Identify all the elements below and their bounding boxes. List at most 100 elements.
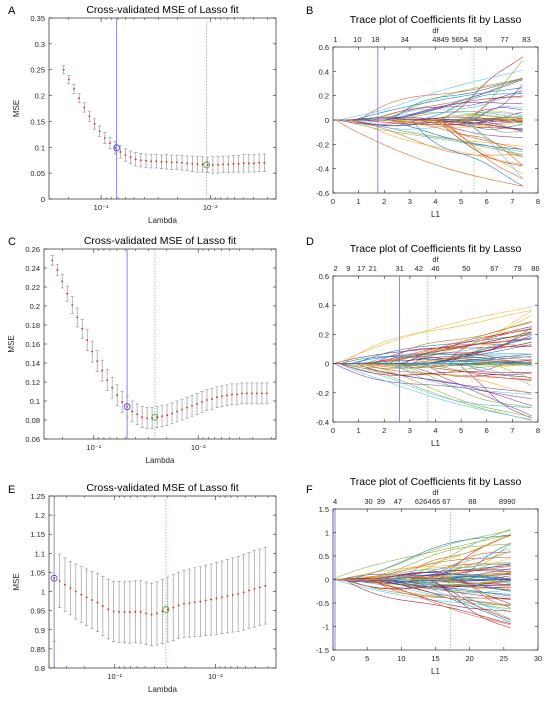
mse-point bbox=[145, 159, 147, 162]
x-tick-label: 4 bbox=[433, 197, 437, 206]
y-tick-label: 0.08 bbox=[25, 416, 40, 425]
mse-point bbox=[193, 601, 196, 604]
panel-b: B Trace plot of Coefficients fit by Lasso… bbox=[306, 5, 540, 219]
mse-point bbox=[226, 595, 229, 598]
mse-point bbox=[215, 597, 218, 600]
mse-point bbox=[129, 156, 132, 159]
mse-point bbox=[211, 398, 213, 400]
coefficient-trace bbox=[333, 362, 532, 366]
mse-point bbox=[226, 394, 228, 397]
df-tick-label: 47 bbox=[394, 497, 402, 506]
mse-point bbox=[62, 68, 65, 71]
mse-point bbox=[136, 413, 139, 416]
coefficient-trace bbox=[333, 579, 511, 607]
df-tick-label: 65 bbox=[432, 497, 440, 506]
mse-point bbox=[58, 579, 61, 582]
mse-point bbox=[181, 408, 183, 411]
coefficient-trace bbox=[333, 579, 511, 609]
coefficient-trace bbox=[333, 565, 511, 580]
mse-point bbox=[186, 406, 188, 409]
df-tick-label: 2 bbox=[333, 264, 337, 273]
y-tick-label: 0.4 bbox=[319, 67, 329, 76]
mse-point bbox=[232, 162, 235, 165]
coefficient-trace bbox=[333, 111, 523, 121]
coefficient-trace bbox=[333, 356, 532, 364]
mse-point bbox=[160, 160, 163, 163]
coefficient-trace bbox=[333, 359, 532, 364]
coefficient-trace bbox=[333, 362, 532, 369]
x-tick-label: 1 bbox=[357, 197, 361, 206]
mse-point bbox=[66, 292, 69, 295]
mse-point bbox=[96, 360, 99, 362]
onese-lambda-marker bbox=[162, 606, 170, 613]
mse-point bbox=[71, 304, 74, 306]
x-axis-label: L1 bbox=[431, 439, 440, 448]
mse-point bbox=[217, 163, 219, 166]
coefficient-trace bbox=[333, 306, 532, 364]
df-tick-label: 86 bbox=[531, 264, 539, 273]
df-tick-label: 34 bbox=[401, 35, 409, 44]
coefficient-trace bbox=[333, 119, 523, 166]
y-tick-label: 0.9 bbox=[35, 626, 45, 635]
y-tick-label: 0.4 bbox=[319, 301, 329, 310]
y-tick-label: 0 bbox=[41, 195, 45, 204]
mse-point bbox=[191, 404, 193, 407]
panel-d: D Trace plot of Coefficients fit by Lasso… bbox=[306, 236, 540, 448]
mse-point bbox=[69, 587, 72, 590]
mse-point bbox=[166, 414, 168, 417]
coefficient-trace bbox=[333, 353, 532, 364]
mse-point bbox=[241, 392, 243, 395]
mse-point bbox=[78, 97, 81, 100]
x-tick-label: 6 bbox=[485, 197, 489, 206]
mse-point bbox=[161, 610, 164, 613]
mse-point bbox=[150, 160, 153, 163]
y-tick-label: 0.5 bbox=[319, 552, 329, 561]
axes-box bbox=[332, 275, 539, 423]
coefficient-trace bbox=[333, 117, 523, 133]
coefficient-trace bbox=[333, 363, 532, 380]
coefficient-trace bbox=[333, 363, 532, 395]
mse-point bbox=[74, 590, 77, 593]
mse-point bbox=[101, 605, 104, 607]
mse-point bbox=[242, 591, 245, 594]
df-tick-label: 18 bbox=[371, 35, 379, 44]
mse-point bbox=[253, 162, 255, 165]
mse-point bbox=[256, 392, 258, 395]
y-axis-label: MSE bbox=[12, 573, 21, 590]
x-tick-label: 4 bbox=[433, 426, 437, 435]
y-tick-label: 0.14 bbox=[25, 359, 40, 368]
df-axis-label: df bbox=[432, 255, 439, 264]
df-tick-label: 83 bbox=[522, 35, 530, 44]
coefficient-trace bbox=[333, 571, 511, 580]
x-tick-label: 2 bbox=[382, 197, 386, 206]
coefficient-trace bbox=[333, 574, 511, 584]
x-tick-label: 3 bbox=[408, 426, 412, 435]
panel-letter: F bbox=[306, 484, 313, 496]
mse-point bbox=[93, 123, 96, 125]
mse-point bbox=[231, 594, 234, 596]
mse-point bbox=[73, 87, 75, 90]
mse-point bbox=[236, 393, 238, 396]
coefficient-trace bbox=[333, 534, 511, 580]
panel-letter: B bbox=[306, 5, 313, 17]
y-tick-label: -0.5 bbox=[316, 599, 329, 608]
mse-point bbox=[124, 154, 127, 156]
mse-point bbox=[221, 395, 223, 398]
mse-point bbox=[196, 402, 198, 405]
df-tick-label: 31 bbox=[395, 264, 403, 273]
mse-point bbox=[67, 78, 70, 81]
mse-point bbox=[227, 163, 230, 166]
x-tick-label: 0 bbox=[331, 197, 335, 206]
y-tick-label: 0.1 bbox=[35, 143, 45, 152]
coefficient-trace bbox=[333, 359, 532, 369]
coefficient-trace bbox=[333, 353, 532, 364]
coefficient-trace bbox=[333, 556, 511, 580]
mse-point bbox=[266, 392, 268, 395]
y-tick-label: 1.1 bbox=[35, 549, 45, 558]
mse-point bbox=[166, 608, 169, 611]
x-tick-label: 0 bbox=[331, 654, 335, 663]
mse-point bbox=[258, 161, 261, 164]
df-tick-label: 17 bbox=[357, 264, 365, 273]
axes-box bbox=[43, 248, 277, 440]
coefficient-trace bbox=[333, 579, 511, 624]
